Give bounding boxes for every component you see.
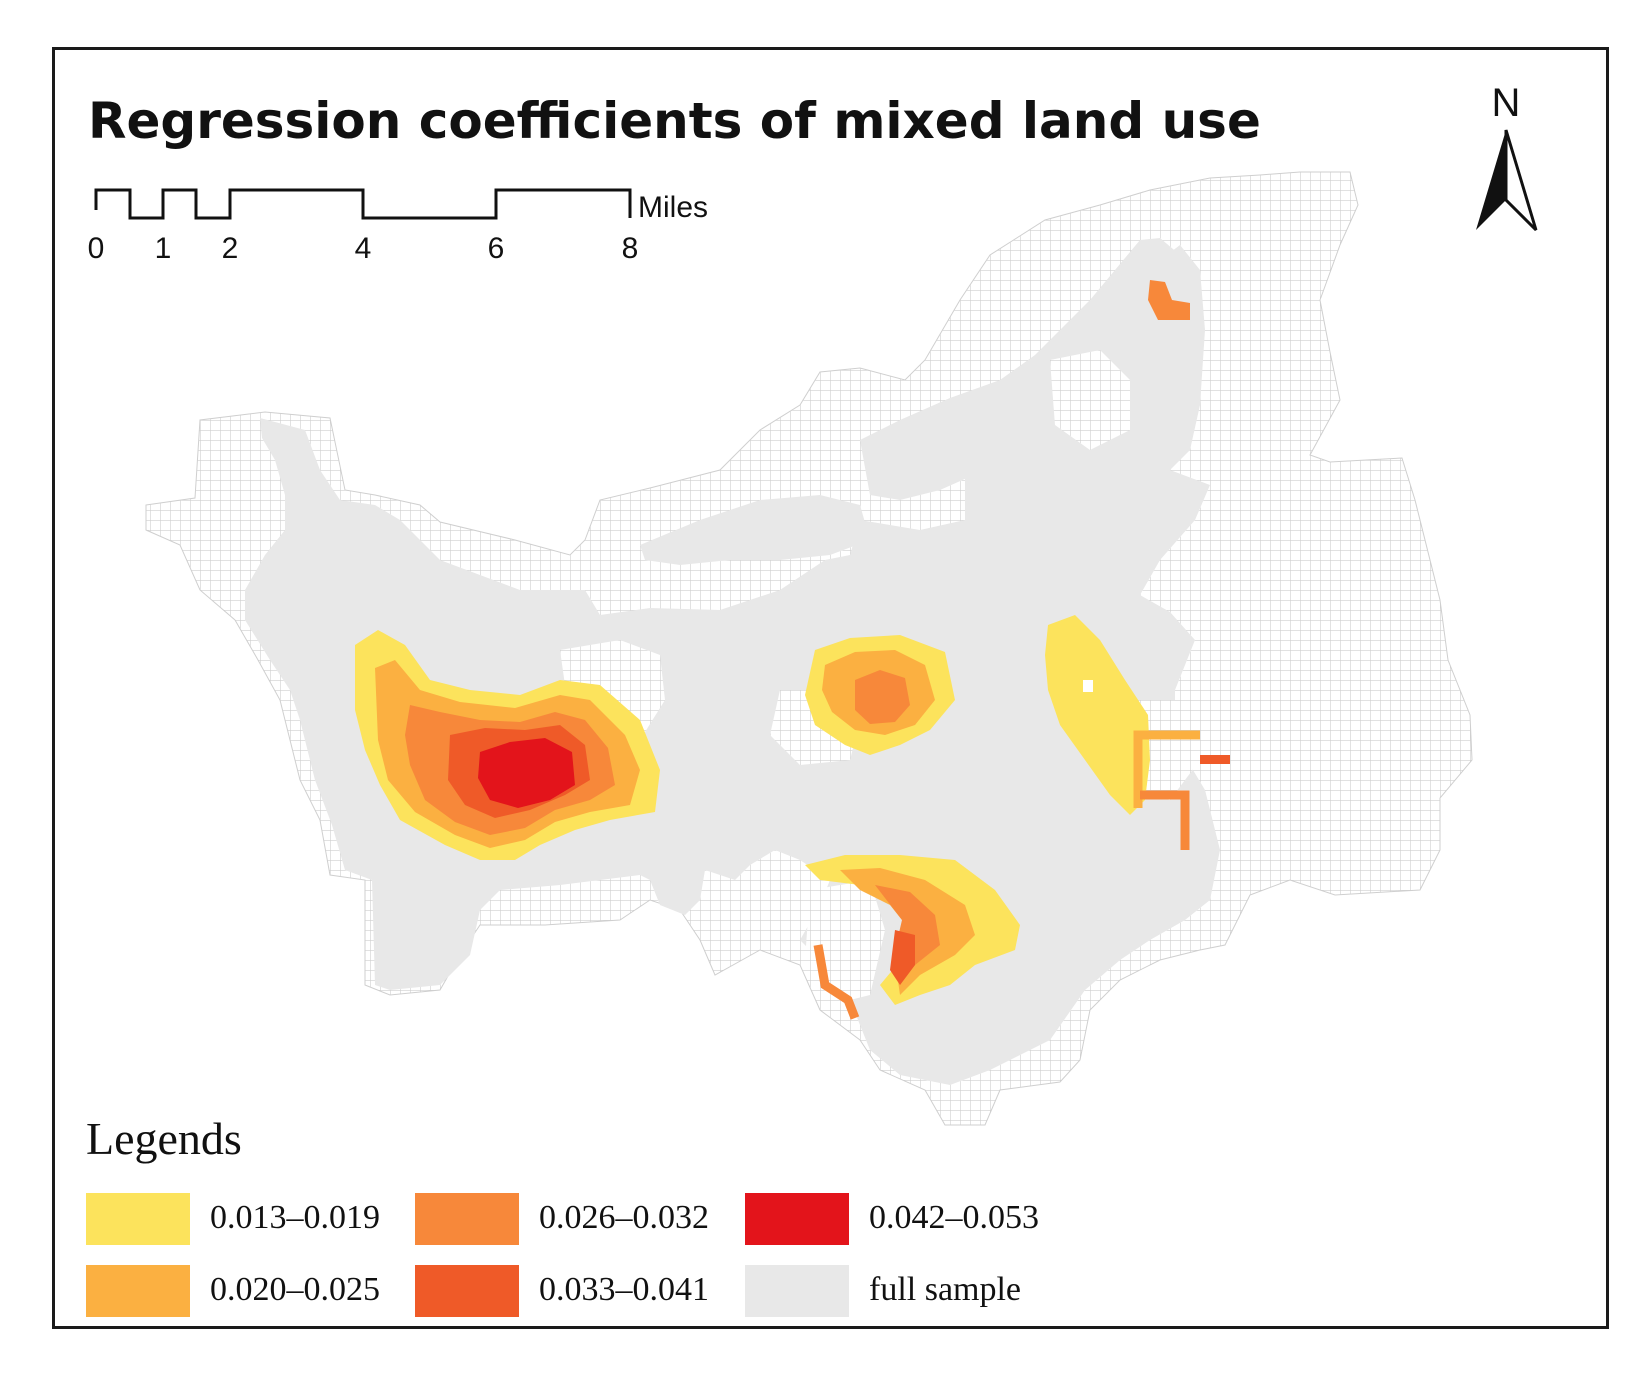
legend-title: Legends (86, 1113, 242, 1164)
full-sample-area-strip (640, 495, 870, 565)
cluster-south-c1 (805, 855, 1020, 1005)
scale-tick-1: 1 (155, 232, 172, 265)
cluster-south-c4 (890, 930, 915, 985)
north-arrow-right-half (1504, 129, 1538, 232)
legend-swatch-4 (745, 1193, 849, 1245)
legend-swatch-3 (415, 1265, 519, 1317)
scale-bar: 0 1 2 4 6 8 Miles (88, 188, 708, 265)
cluster-north (1148, 280, 1190, 320)
legend-swatch-5 (745, 1265, 849, 1317)
scale-bar-line (94, 188, 632, 220)
legend-swatch-1 (86, 1265, 190, 1317)
north-arrow-left-half (1476, 130, 1506, 230)
scale-tick-4: 4 (355, 232, 372, 265)
legend-swatch-2 (415, 1193, 519, 1245)
scale-tick-6: 6 (488, 232, 505, 265)
legend-label-4: 0.042–0.053 (869, 1199, 1039, 1236)
north-arrow: N (1476, 82, 1538, 232)
cluster-east-c3-stripe (1140, 790, 1190, 850)
full-sample-area (245, 245, 1220, 1085)
cluster-east-c1 (1045, 615, 1150, 815)
north-label: N (1492, 82, 1521, 125)
legend-label-2: 0.026–0.032 (539, 1199, 709, 1236)
grid-hole-east (1050, 350, 1130, 450)
cluster-south-stripe (813, 944, 860, 1020)
cluster-central-c3 (855, 670, 910, 724)
scale-unit-label: Miles (638, 191, 708, 224)
legend-label-1: 0.020–0.025 (210, 1271, 380, 1308)
full-sample-area-north (860, 238, 1180, 500)
cluster-west-c5 (478, 738, 575, 808)
scale-tick-0: 0 (88, 232, 105, 265)
legend-label-5: full sample (869, 1271, 1022, 1308)
cluster-east-c2-frame (1133, 730, 1200, 808)
east-cell-hole (1083, 680, 1093, 692)
cluster-south-c2 (840, 868, 975, 995)
map-title: Regression coefficients of mixed land us… (88, 92, 1261, 150)
legend-swatch-0 (86, 1193, 190, 1245)
scale-tick-2: 2 (222, 232, 239, 265)
scale-tick-8: 8 (622, 232, 639, 265)
cluster-east-c3-cell (1200, 755, 1230, 764)
legend-label-3: 0.033–0.041 (539, 1271, 709, 1308)
legend-label-0: 0.013–0.019 (210, 1199, 380, 1236)
